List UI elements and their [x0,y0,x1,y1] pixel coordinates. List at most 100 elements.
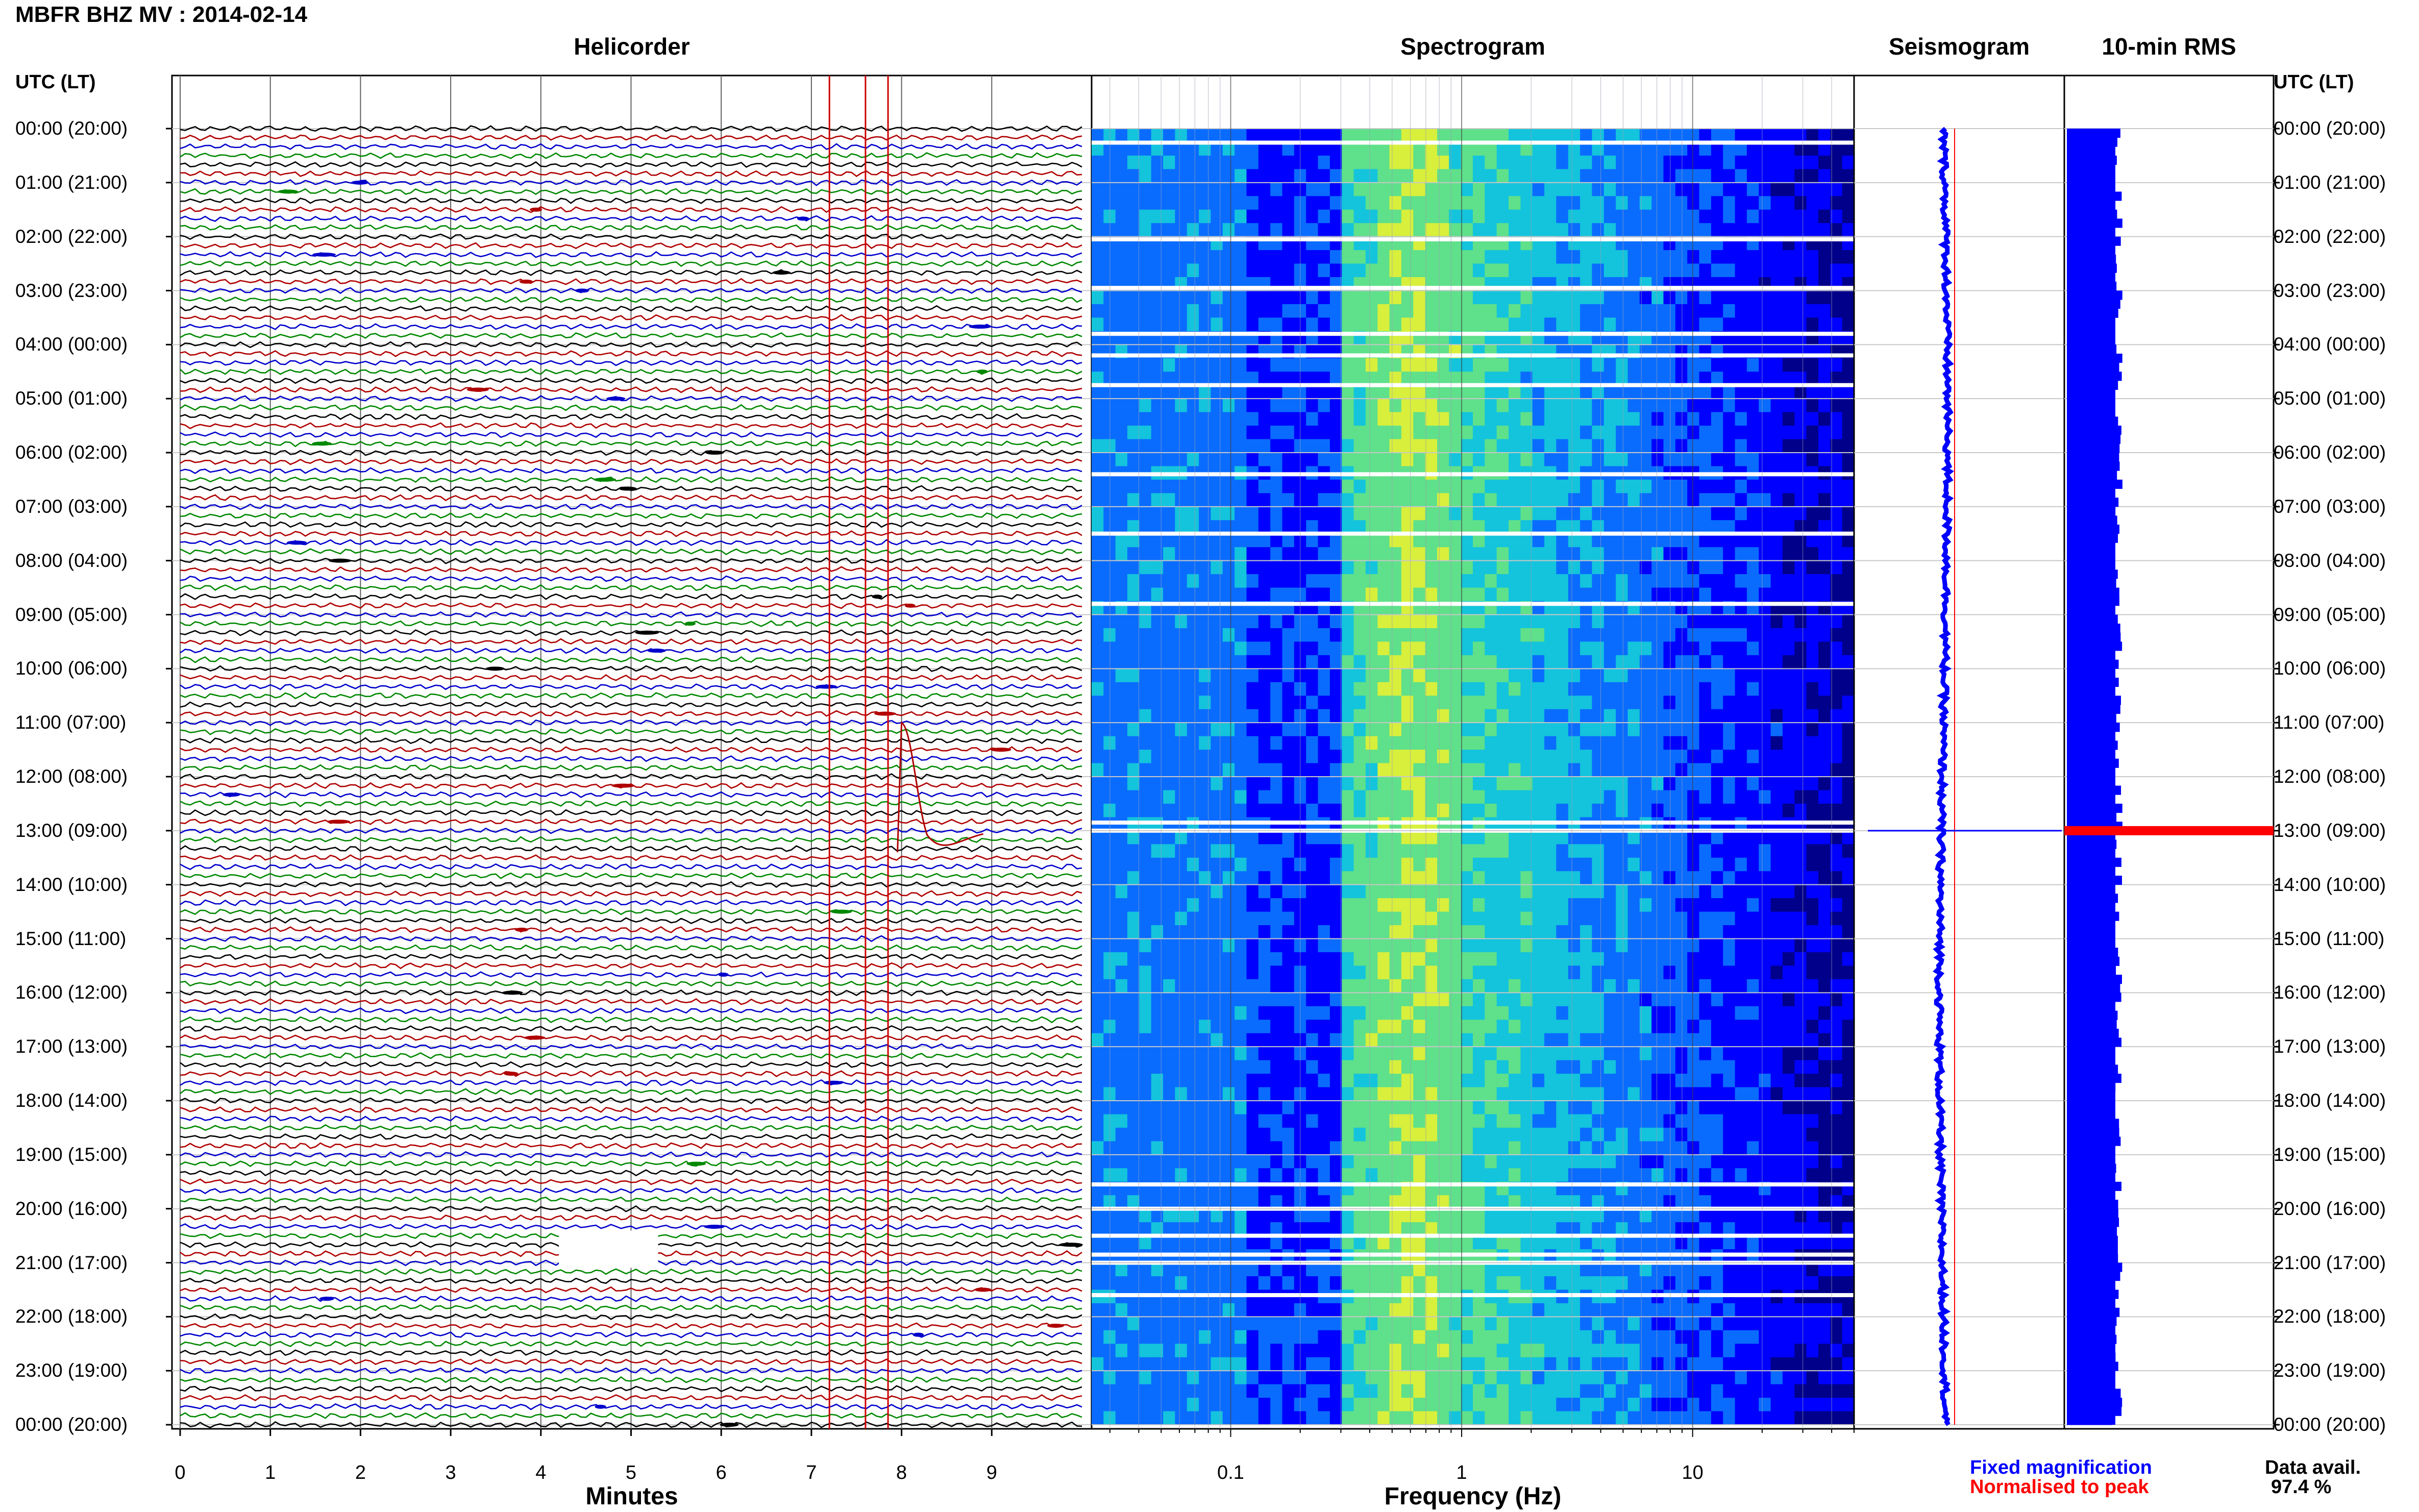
spectrogram-cell [1175,641,1188,656]
spectrogram-cell [1353,263,1366,278]
spectrogram-cell [1318,209,1330,224]
spectrogram-cell [1222,493,1235,507]
spectrogram-cell [1258,628,1271,642]
spectrogram-cell [1115,142,1128,156]
spectrogram-cell [1175,1195,1188,1209]
spectrogram-cell [1639,453,1652,467]
spectrogram-cell [1222,1208,1235,1223]
spectrogram-cell [1199,750,1211,764]
spectrogram-cell [1651,1154,1664,1169]
spectrogram-cell [1270,952,1283,966]
spectrogram-cell [1318,777,1330,791]
spectrogram-cell [1365,763,1378,777]
spectrogram-cell [1425,736,1438,750]
spectrogram-cell [1532,493,1545,507]
spectrogram-cell [1651,1114,1664,1128]
spectrogram-cell [1603,1020,1616,1034]
spectrogram-cell [1592,911,1605,926]
spectrogram-cell [1485,426,1497,440]
spectrogram-cell [1663,1398,1676,1412]
spectrogram-cell [1377,1411,1390,1425]
spectrogram-cell [1413,547,1426,561]
spectrogram-cell [1151,844,1164,858]
spectrogram-cell [1639,493,1652,507]
spectrogram-cell [1235,709,1247,723]
spectrogram-cell [1461,506,1473,520]
spectrogram-cell [1485,587,1497,602]
helicorder-trace [180,764,1082,772]
spectrogram-cell [1520,777,1533,791]
spectrogram-cell [1496,857,1509,872]
spectrogram-cell [1616,547,1628,561]
spectrogram-cell [1187,169,1199,183]
spectrogram-cell [1187,520,1199,534]
spectrogram-cell [1639,196,1652,210]
spectrogram-cell [1115,1087,1128,1101]
spectrogram-cell [1282,777,1295,791]
spectrogram-cell [1151,1357,1164,1371]
spectrogram-cell [1496,399,1509,413]
spectrogram-cell [1485,1371,1497,1385]
helicorder-trace [180,332,1082,339]
spectrogram-cell [1092,574,1104,588]
spectrogram-cell [1329,453,1342,467]
spectrogram-cell [1092,803,1104,817]
spectrogram-cell [1485,209,1497,224]
spectrogram-cell [1449,1154,1462,1169]
spectrogram-cell [1580,1101,1592,1115]
spectrogram-cell [1473,1114,1485,1128]
spectrogram-cell [1115,1033,1128,1047]
spectrogram-cell [1532,142,1545,156]
spectrogram-cell [1627,290,1640,305]
spectrogram-cell [1222,439,1235,453]
spectrogram-cell [1139,209,1152,224]
spectrogram-cell [1342,493,1354,507]
spectrogram-cell [1580,1398,1592,1412]
spectrogram-cell [1365,317,1378,332]
spectrogram-cell [1568,1033,1581,1047]
spectrogram-cell [1509,290,1521,305]
spectrogram-cell [1235,1141,1247,1155]
spectrogram-cell [1437,1087,1449,1101]
spectrogram-cell [1627,628,1640,642]
helicorder-burst [485,666,505,671]
spectrogram-cell [1389,155,1402,169]
spectrogram-cell [1485,1317,1497,1331]
spectrogram-cell [1187,1020,1199,1034]
spectrogram-cell [1663,412,1676,426]
spectrogram-cell [1580,169,1592,183]
spectrogram-cell [1306,1168,1319,1182]
spectrogram-cell [1544,1114,1557,1128]
spectrogram-cell [1461,385,1473,399]
spectrogram-cell [1092,1208,1104,1223]
spectrogram-cell [1163,1101,1175,1115]
spectrogram-cell [1329,993,1342,1007]
spectrogram-cell [1496,1127,1509,1142]
spectrogram-cell [1663,506,1676,520]
spectrogram-cell [1520,426,1533,440]
spectrogram-cell [1092,506,1104,520]
spectrogram-cell [1556,223,1569,237]
spectrogram-cell [1306,304,1319,318]
spectrogram-cell [1282,1357,1295,1371]
spectrogram-cell [1651,1317,1664,1331]
helicorder-burst [502,990,523,995]
spectrogram-cell [1187,938,1199,953]
spectrogram-cell [1461,696,1473,710]
spectrogram-cell [1425,1060,1438,1074]
spectrogram-cell [1544,723,1557,737]
spectrogram-cell [1342,574,1354,588]
spectrogram-cell [1115,938,1128,953]
spectrogram-cell [1651,682,1664,696]
spectrogram-cell [1365,169,1378,183]
spectrogram-cell [1151,1235,1164,1250]
spectrogram-cell [1187,1276,1199,1291]
spectrogram-cell [1401,830,1414,845]
spectrogram-cell [1353,1262,1366,1277]
spectrogram-cell [1353,709,1366,723]
spectrogram-cell [1401,614,1414,629]
spectrogram-cell [1175,884,1188,899]
spectrogram-cell [1425,1074,1438,1088]
spectrogram-cell [1187,1411,1199,1425]
spectrogram-cell [1187,223,1199,237]
